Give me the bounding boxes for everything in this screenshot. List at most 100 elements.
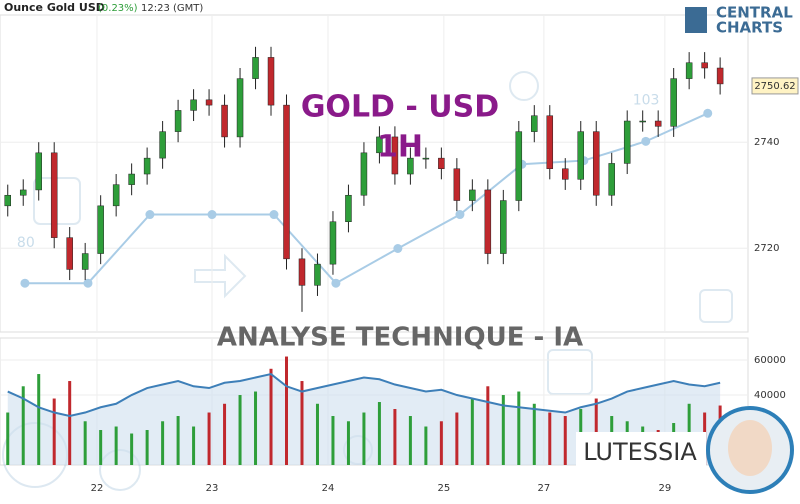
overlay-subtitle: ANALYSE TECHNIQUE - IA — [217, 323, 583, 353]
candle-body — [267, 57, 275, 106]
x-tick-label: 29 — [658, 483, 671, 494]
candle-body — [190, 99, 197, 111]
indicator-point — [145, 210, 155, 220]
volume-bar — [393, 409, 397, 465]
volume-bar — [254, 391, 258, 465]
indicator-point — [703, 108, 713, 118]
volume-bar — [83, 421, 87, 465]
logo-bottom: CHARTS — [716, 19, 783, 37]
volume-bar — [315, 403, 319, 465]
logo-top: CENTRAL — [716, 4, 793, 22]
indicator-point — [20, 278, 30, 288]
x-tick-label: 22 — [91, 483, 104, 494]
candle-body — [469, 189, 476, 201]
volume-bar — [455, 412, 459, 465]
candle-body — [236, 78, 244, 138]
x-tick-label: 25 — [437, 483, 450, 494]
volume-bar — [99, 430, 103, 465]
indicator-point — [641, 136, 651, 146]
volume-bar — [517, 391, 521, 465]
candle-body — [376, 136, 383, 154]
logo-icon — [685, 7, 707, 33]
indicator-point — [269, 210, 279, 220]
candle-body — [252, 57, 259, 79]
candle-body — [221, 104, 228, 138]
y-tick-label: 2720 — [754, 243, 779, 254]
volume-bar — [439, 421, 443, 465]
candle-body — [143, 157, 151, 175]
indicator-point — [455, 210, 465, 220]
candle-body — [112, 184, 120, 207]
candle-body — [298, 258, 306, 286]
volume-bar — [594, 398, 598, 465]
volume-bar — [548, 412, 552, 465]
volume-bar — [285, 356, 289, 465]
volume-line — [7, 372, 721, 418]
candle-body — [623, 120, 631, 164]
candle-body — [531, 115, 538, 132]
volume-bar — [486, 386, 490, 465]
candle-body — [562, 168, 569, 180]
indicator-line — [24, 112, 709, 285]
candle-body — [345, 194, 352, 222]
volume-bar — [145, 430, 149, 465]
volume-bar — [377, 402, 381, 465]
header-title: Ounce Gold USD — [4, 1, 105, 14]
candle-body — [422, 157, 430, 160]
y-tick-label: 40000 — [754, 390, 786, 401]
y-tick-label: 60000 — [754, 355, 786, 366]
brand-box — [576, 432, 706, 472]
candle-body — [639, 120, 646, 123]
volume-bar — [346, 421, 350, 465]
indicator-point — [393, 244, 403, 254]
candle-body — [592, 131, 600, 196]
volume-bar — [501, 395, 505, 465]
candle-body — [484, 189, 492, 254]
volume-bar — [176, 416, 180, 465]
candle-body — [608, 163, 615, 196]
volume-bar — [114, 426, 118, 465]
volume-bar — [563, 416, 567, 465]
indicator-label: 103 — [633, 92, 660, 108]
candle-body — [453, 168, 461, 201]
indicator-point — [207, 210, 217, 220]
candle-body — [438, 157, 445, 169]
volume-bar — [68, 381, 72, 465]
candle-body — [35, 152, 42, 191]
candle-body — [205, 99, 213, 106]
header-change: (0.23%) — [98, 3, 138, 14]
candle-body — [19, 189, 27, 196]
volume-bar — [362, 412, 366, 465]
indicator-point — [331, 278, 341, 288]
candle-body — [407, 157, 414, 175]
volume-bar — [300, 381, 304, 465]
candle-body — [66, 237, 73, 270]
volume-bar — [37, 374, 41, 465]
candle-body — [701, 62, 708, 69]
price-panel — [0, 14, 749, 333]
volume-bar — [470, 398, 474, 465]
candle-body — [654, 120, 662, 127]
candle-body — [685, 62, 693, 79]
volume-bar — [161, 421, 165, 465]
candle-body — [283, 104, 290, 260]
volume-bar — [424, 426, 428, 465]
volume-bar — [6, 412, 10, 465]
volume-bar — [331, 416, 335, 465]
candle-body — [391, 136, 399, 175]
avatar-face — [728, 420, 772, 476]
candle-body — [174, 110, 182, 132]
price-tag — [751, 77, 799, 95]
candle-body — [81, 253, 89, 270]
volume-bar — [408, 416, 412, 465]
x-tick-label: 23 — [206, 483, 219, 494]
volume-bar — [130, 433, 134, 465]
header-time: 12:23 (GMT) — [141, 3, 203, 14]
indicator-label: 80 — [17, 235, 35, 251]
overlay-timeframe: 1H — [377, 130, 423, 165]
volume-bar — [269, 368, 273, 465]
x-tick-label: 24 — [322, 483, 335, 494]
brand: LUTESSIA — [583, 438, 697, 466]
volume-bar — [532, 403, 536, 465]
